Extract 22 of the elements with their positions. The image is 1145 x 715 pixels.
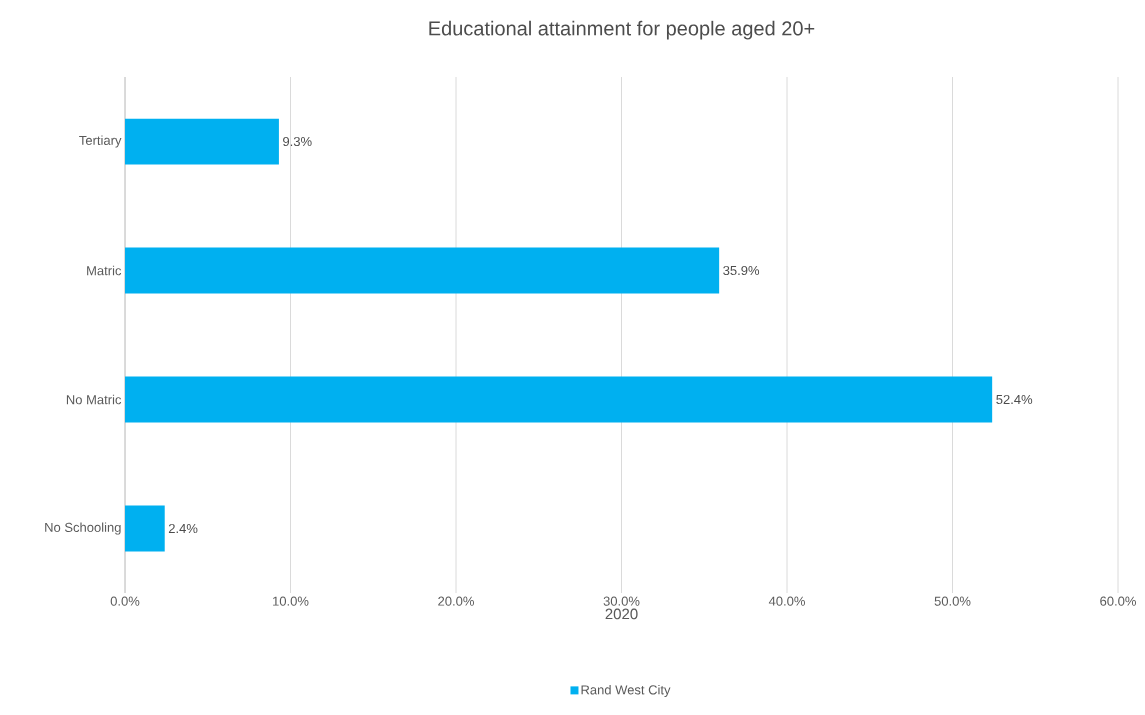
bar xyxy=(125,118,279,165)
data-label: 52.4% xyxy=(996,394,1033,405)
x-tick-label: 20.0% xyxy=(438,596,474,606)
y-tick-label: Matric xyxy=(87,265,122,276)
x-tick-label: 40.0% xyxy=(768,596,805,606)
bar xyxy=(125,505,165,552)
x-tick-label: 10.0% xyxy=(273,596,309,606)
y-tick-label: No Matric xyxy=(66,394,122,405)
x-axis-title: 2020 xyxy=(605,608,638,620)
data-label: 2.4% xyxy=(168,523,198,534)
y-tick-label: No Schooling xyxy=(45,522,121,535)
x-tick-label: 60.0% xyxy=(1100,596,1136,606)
bar xyxy=(125,376,993,423)
y-tick-label: Tertiary xyxy=(79,135,122,148)
x-tick-label: 0.0% xyxy=(110,596,140,606)
data-label: 9.3% xyxy=(283,136,312,147)
chart-title: Educational attainment for people aged 20+ xyxy=(429,20,815,40)
x-tick-label: 50.0% xyxy=(934,596,971,606)
x-tick-label: 30.0% xyxy=(603,596,640,606)
legend-label: Rand West City xyxy=(581,684,671,698)
bar xyxy=(125,247,720,294)
data-label: 35.9% xyxy=(723,265,760,276)
